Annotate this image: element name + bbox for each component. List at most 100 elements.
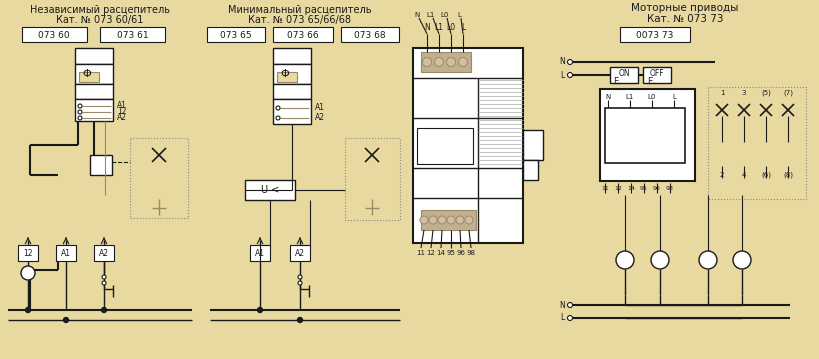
Text: L: L <box>460 23 464 33</box>
Text: 11: 11 <box>600 186 609 191</box>
Text: N: N <box>423 23 429 33</box>
Text: L: L <box>560 70 564 79</box>
Bar <box>245 180 295 200</box>
Text: (6): (6) <box>760 172 770 178</box>
Bar <box>273 84 310 99</box>
Bar <box>56 245 76 261</box>
Bar <box>75 84 113 99</box>
Text: E: E <box>646 76 652 85</box>
Circle shape <box>434 57 443 66</box>
Text: 95: 95 <box>446 250 455 256</box>
Circle shape <box>78 116 82 120</box>
Bar <box>290 245 310 261</box>
Text: A1: A1 <box>117 102 127 111</box>
Text: ON: ON <box>618 70 629 79</box>
Text: 12: 12 <box>613 186 621 191</box>
Text: 2: 2 <box>719 172 723 178</box>
Text: L0: L0 <box>647 94 655 100</box>
Circle shape <box>437 216 446 224</box>
Bar <box>345 138 400 220</box>
Text: 98: 98 <box>466 250 475 256</box>
Bar <box>94 245 114 261</box>
Text: L: L <box>456 12 460 18</box>
Circle shape <box>257 308 262 312</box>
Bar <box>273 64 310 84</box>
Text: 4: 4 <box>741 172 745 178</box>
Text: A1: A1 <box>314 103 324 112</box>
Text: (7): (7) <box>782 90 792 96</box>
Bar <box>75 48 113 64</box>
Bar <box>206 27 265 42</box>
Text: 14: 14 <box>436 250 445 256</box>
Bar <box>413 48 523 243</box>
Bar <box>130 138 188 218</box>
Circle shape <box>567 60 572 65</box>
Bar <box>341 27 399 42</box>
Bar <box>75 64 113 84</box>
Bar <box>273 27 333 42</box>
Text: L0: L0 <box>441 12 449 18</box>
Text: Кат. № 073 65/66/68: Кат. № 073 65/66/68 <box>248 15 351 25</box>
Circle shape <box>458 57 467 66</box>
Text: Минимальный расцепитель: Минимальный расцепитель <box>228 5 371 15</box>
Text: 14: 14 <box>627 186 634 191</box>
Text: A2: A2 <box>117 113 127 122</box>
Bar <box>90 155 112 175</box>
Circle shape <box>650 251 668 269</box>
Circle shape <box>102 281 106 285</box>
Bar <box>100 27 165 42</box>
Bar <box>707 87 805 199</box>
Text: 11: 11 <box>416 250 425 256</box>
Text: 073 60: 073 60 <box>38 31 70 39</box>
Text: Φ: Φ <box>280 69 289 79</box>
Circle shape <box>428 216 437 224</box>
Text: Независимый расцепитель: Независимый расцепитель <box>30 5 170 15</box>
Text: L: L <box>672 94 675 100</box>
Text: 96: 96 <box>456 250 465 256</box>
Text: E: E <box>613 76 618 85</box>
Bar <box>619 27 689 42</box>
Text: N: N <box>414 12 419 18</box>
Circle shape <box>419 216 428 224</box>
Bar <box>420 52 470 72</box>
Bar <box>18 245 38 261</box>
Text: 073 61: 073 61 <box>117 31 148 39</box>
Bar <box>609 67 637 83</box>
Circle shape <box>21 266 35 280</box>
Text: Кат. № 073 73: Кат. № 073 73 <box>646 14 722 24</box>
Circle shape <box>698 251 716 269</box>
Bar <box>273 99 310 124</box>
Circle shape <box>567 316 572 321</box>
Text: A2: A2 <box>99 248 109 257</box>
Bar <box>420 210 475 230</box>
Bar <box>600 89 695 181</box>
Text: L1: L1 <box>625 94 633 100</box>
Circle shape <box>297 275 301 279</box>
Circle shape <box>276 106 279 110</box>
Text: (5): (5) <box>760 90 770 96</box>
Text: A1: A1 <box>255 248 265 257</box>
Text: A2: A2 <box>314 113 324 122</box>
Text: 95: 95 <box>640 186 647 191</box>
Bar <box>523 130 542 160</box>
Text: U <: U < <box>260 185 278 195</box>
Text: 12: 12 <box>117 107 126 117</box>
Text: N: N <box>604 94 610 100</box>
Text: 073 65: 073 65 <box>220 31 251 39</box>
Circle shape <box>297 317 302 322</box>
Text: L0: L0 <box>446 23 455 33</box>
Bar <box>277 72 296 82</box>
Text: 073 66: 073 66 <box>287 31 319 39</box>
Circle shape <box>732 251 750 269</box>
Circle shape <box>102 275 106 279</box>
Circle shape <box>615 251 633 269</box>
Circle shape <box>446 216 455 224</box>
Circle shape <box>102 308 106 312</box>
Circle shape <box>567 303 572 308</box>
Text: OFF: OFF <box>649 70 663 79</box>
Bar <box>604 108 684 163</box>
Text: Моторные приводы: Моторные приводы <box>631 3 738 13</box>
Text: L1: L1 <box>434 23 443 33</box>
Circle shape <box>567 73 572 78</box>
Circle shape <box>455 216 464 224</box>
